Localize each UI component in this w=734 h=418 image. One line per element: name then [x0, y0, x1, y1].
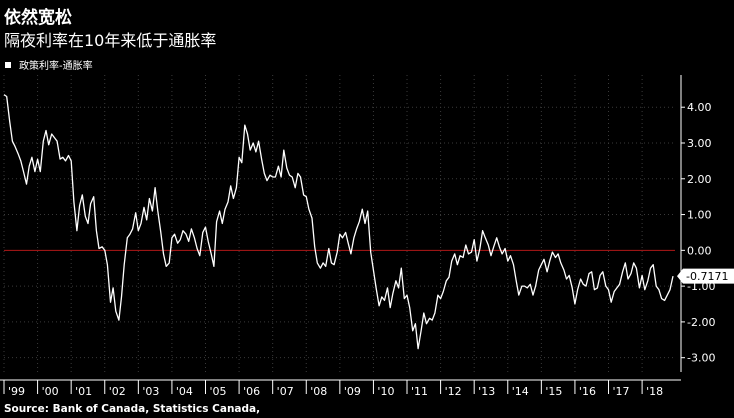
y-tick-label: 0.00 [687, 244, 712, 257]
x-tick-label: '07 [277, 385, 294, 398]
x-tick-label: '16 [579, 385, 596, 398]
legend-swatch [5, 61, 11, 68]
x-tick-label: '08 [310, 385, 327, 398]
x-tick-label: '00 [42, 385, 59, 398]
x-tick-label: '11 [411, 385, 428, 398]
y-tick-label: -2.00 [687, 316, 715, 329]
y-tick-label: 3.00 [687, 137, 712, 150]
axis-layer: 4.003.002.001.000.00-1.00-2.00-3.00'99'0… [0, 75, 715, 398]
x-tick-label: '09 [344, 385, 361, 398]
x-tick-label: '06 [243, 385, 260, 398]
x-tick-label: '13 [478, 385, 495, 398]
y-tick-label: -3.00 [687, 352, 715, 365]
last-value-marker [677, 268, 734, 284]
y-tick-label: 1.00 [687, 209, 712, 222]
x-tick-label: '99 [8, 385, 25, 398]
source-note: Source: Bank of Canada, Statistics Canad… [4, 403, 261, 415]
series-line [3, 94, 674, 350]
x-tick-label: '03 [142, 385, 159, 398]
chart-subtitle: 隔夜利率在10年来低于通胀率 [4, 31, 217, 50]
legend: 政策利率-通胀率 [5, 57, 93, 72]
x-tick-label: '05 [210, 385, 227, 398]
legend-label: 政策利率-通胀率 [19, 61, 93, 72]
x-tick-label: '12 [445, 385, 462, 398]
x-tick-label: '14 [512, 385, 529, 398]
x-tick-label: '10 [377, 385, 394, 398]
x-tick-label: '17 [613, 385, 630, 398]
x-tick-label: '01 [75, 385, 92, 398]
x-tick-label: '15 [545, 385, 562, 398]
last-value-label: -0.7171 [686, 270, 728, 283]
y-tick-label: 2.00 [687, 173, 712, 186]
x-tick-label: '04 [176, 385, 193, 398]
x-tick-label: '18 [646, 385, 663, 398]
label-layer: -0.7171 [677, 268, 734, 284]
grid-layer [3, 75, 675, 372]
x-tick-label: '02 [109, 385, 126, 398]
y-tick-label: 4.00 [687, 101, 712, 114]
series-layer [3, 94, 674, 350]
chart-title: 依然宽松 [4, 8, 72, 28]
